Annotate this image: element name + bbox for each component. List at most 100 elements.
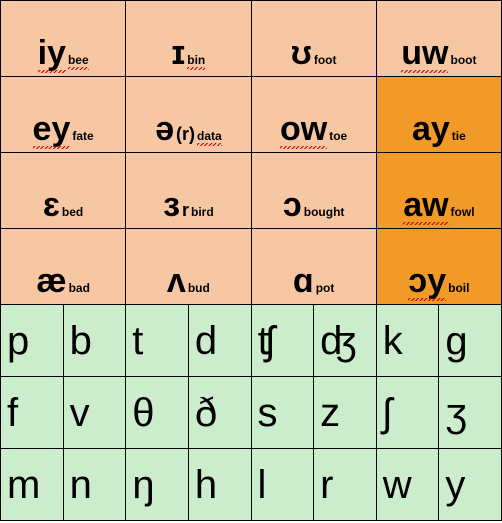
consonant-cell: k (376, 305, 439, 377)
vowel-symbol: ʊ (291, 36, 312, 70)
vowel-example-word: bought (304, 205, 345, 219)
consonant-cell: ʒ (439, 377, 502, 449)
consonant-cell: ŋ (126, 449, 189, 521)
vowel-example-word: tie (452, 129, 466, 143)
consonant-cell: m (1, 449, 64, 521)
consonant-cell: b (63, 305, 126, 377)
vowel-example-word: bin (187, 53, 205, 67)
consonant-symbol: p (7, 319, 29, 363)
consonant-symbol: ʤ (320, 319, 356, 363)
consonant-cell: d (188, 305, 251, 377)
vowel-symbol: ɔy (408, 264, 446, 298)
consonant-symbol: z (320, 391, 340, 435)
consonant-symbol: n (70, 463, 92, 507)
vowel-symbol: ɜ (163, 188, 180, 222)
ipa-chart: iybeeɪbinʊfootuwbooteyfateə(r)dataowtoea… (0, 0, 502, 521)
consonant-cell: θ (126, 377, 189, 449)
consonant-symbol: v (70, 391, 90, 435)
vowel-cell: ʌbud (126, 229, 251, 305)
consonant-cell: y (439, 449, 502, 521)
vowel-cell: ɛbed (1, 153, 126, 229)
vowel-symbol: ey (33, 112, 71, 146)
consonant-cell: z (314, 377, 377, 449)
vowel-cell: owtoe (251, 77, 376, 153)
consonant-symbol: y (445, 463, 465, 507)
vowel-row: æbadʌbudɑpotɔyboil (1, 229, 502, 305)
consonant-symbol: ʧ (258, 319, 275, 363)
vowel-cell: ɔyboil (376, 229, 501, 305)
vowel-row: iybeeɪbinʊfootuwboot (1, 1, 502, 77)
consonant-cell: n (63, 449, 126, 521)
vowel-symbol: iy (38, 36, 66, 70)
vowel-superscript: (r) (176, 124, 195, 145)
consonant-cell: ʤ (314, 305, 377, 377)
consonant-symbol: m (7, 463, 40, 507)
consonant-symbol: r (320, 463, 333, 507)
vowel-cell: ɪbin (126, 1, 251, 77)
consonant-symbol: l (258, 463, 267, 507)
consonant-row: pbt dʧ ʤkg (1, 305, 502, 377)
vowel-example-word: foot (314, 53, 337, 67)
consonant-cell: p (1, 305, 64, 377)
vowel-superscript: r (182, 200, 189, 221)
consonant-cell: s (251, 377, 314, 449)
vowel-example-word: fate (72, 129, 93, 143)
vowel-example-word: boot (450, 53, 476, 67)
vowel-example-word: pot (316, 281, 335, 295)
consonant-row: fvθðszʃ ʒ (1, 377, 502, 449)
vowel-cell: eyfate (1, 77, 126, 153)
consonant-symbol: θ (132, 391, 154, 435)
consonant-symbol: s (258, 391, 278, 435)
vowel-symbol: ɛ (43, 188, 60, 222)
vowel-cell: uwboot (376, 1, 501, 77)
consonant-symbol: ð (195, 391, 217, 435)
vowel-example-word: toe (329, 129, 347, 143)
vowel-symbol: ay (412, 112, 450, 146)
consonant-symbol: ʒ (445, 391, 467, 435)
vowel-cell: ʊfoot (251, 1, 376, 77)
vowel-cell: iybee (1, 1, 126, 77)
consonant-cell: ð (188, 377, 251, 449)
vowel-example-word: fowl (451, 205, 475, 219)
consonant-cell: w (376, 449, 439, 521)
consonant-cell: t (126, 305, 189, 377)
vowel-symbol: ɑ (293, 264, 314, 298)
vowel-cell: ɑpot (251, 229, 376, 305)
vowel-symbol: aw (403, 188, 448, 222)
consonant-cell: l (251, 449, 314, 521)
consonant-symbol: g (445, 319, 467, 363)
vowel-symbol: ɔ (283, 188, 302, 222)
consonant-symbol: ŋ (132, 463, 154, 507)
consonant-symbol: t (132, 319, 143, 363)
consonant-symbol: k (383, 319, 403, 363)
consonant-cell: h (188, 449, 251, 521)
vowel-cell: ɜrbird (126, 153, 251, 229)
vowel-example-word: bud (188, 281, 210, 295)
vowel-cell: ə(r)data (126, 77, 251, 153)
consonant-cell: f (1, 377, 64, 449)
consonant-cell: ʃ (376, 377, 439, 449)
consonant-symbol: b (70, 319, 92, 363)
vowel-example-word: data (197, 129, 222, 143)
vowel-symbol: ə (155, 112, 174, 146)
vowel-row: eyfateə(r)dataowtoeaytie (1, 77, 502, 153)
consonant-row: mnŋhl rwy (1, 449, 502, 521)
consonant-symbol: h (195, 463, 217, 507)
vowel-cell: ɔbought (251, 153, 376, 229)
vowel-example-word: bed (62, 205, 83, 219)
vowel-example-word: bee (68, 53, 89, 67)
vowel-row: ɛbedɜrbirdɔboughtawfowl (1, 153, 502, 229)
vowel-symbol: æ (36, 264, 66, 298)
vowel-cell: awfowl (376, 153, 501, 229)
vowel-symbol: uw (401, 36, 448, 70)
consonant-section: pbt dʧ ʤkg fvθðszʃ ʒ mnŋhl rwy (1, 305, 502, 521)
vowel-cell: aytie (376, 77, 501, 153)
vowel-cell: æbad (1, 229, 126, 305)
vowel-symbol: ɪ (171, 36, 185, 70)
consonant-cell: v (63, 377, 126, 449)
consonant-cell: r (314, 449, 377, 521)
consonant-symbol: ʃ (383, 391, 392, 435)
vowel-example-word: bad (69, 281, 90, 295)
vowel-symbol: ow (280, 112, 327, 146)
consonant-cell: ʧ (251, 305, 314, 377)
